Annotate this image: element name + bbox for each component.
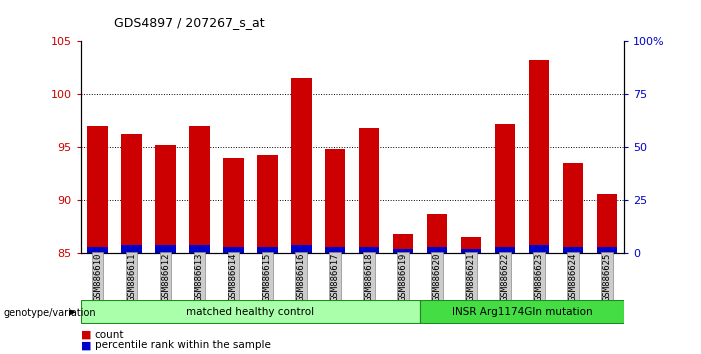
Bar [121, 245, 142, 253]
Bar [495, 124, 515, 253]
Text: ■: ■ [81, 340, 91, 350]
Bar [257, 247, 278, 253]
Bar [291, 78, 311, 253]
Bar [495, 247, 515, 253]
Bar [156, 245, 176, 253]
Text: GSM886617: GSM886617 [331, 253, 340, 302]
Bar [529, 245, 549, 253]
Text: GSM886620: GSM886620 [433, 253, 442, 302]
Bar [359, 247, 379, 253]
Bar [257, 155, 278, 253]
Bar [393, 234, 414, 253]
FancyBboxPatch shape [81, 300, 420, 324]
Text: GSM886611: GSM886611 [127, 253, 136, 302]
Bar [189, 126, 210, 253]
Bar [223, 158, 244, 253]
Bar [156, 145, 176, 253]
Bar [529, 60, 549, 253]
Text: matched healthy control: matched healthy control [186, 307, 315, 317]
Text: GDS4897 / 207267_s_at: GDS4897 / 207267_s_at [114, 16, 264, 29]
Text: GSM886618: GSM886618 [365, 253, 374, 302]
Bar [88, 126, 108, 253]
Bar [427, 214, 447, 253]
Text: GSM886619: GSM886619 [399, 253, 408, 302]
Bar [359, 128, 379, 253]
Text: GSM886612: GSM886612 [161, 253, 170, 302]
Bar [461, 249, 482, 253]
Text: genotype/variation: genotype/variation [4, 308, 96, 318]
Text: GSM886613: GSM886613 [195, 253, 204, 302]
Bar [563, 247, 583, 253]
Bar [597, 247, 617, 253]
Text: GSM886621: GSM886621 [467, 253, 475, 302]
Text: GSM886622: GSM886622 [501, 253, 510, 302]
Bar [325, 247, 346, 253]
Text: GSM886624: GSM886624 [569, 253, 578, 302]
Text: GSM886623: GSM886623 [534, 253, 543, 302]
FancyBboxPatch shape [420, 300, 624, 324]
Bar [223, 247, 244, 253]
Bar [597, 194, 617, 253]
Text: count: count [95, 330, 124, 339]
Bar [121, 134, 142, 253]
Text: GSM886610: GSM886610 [93, 253, 102, 302]
Text: percentile rank within the sample: percentile rank within the sample [95, 340, 271, 350]
Text: INSR Arg1174Gln mutation: INSR Arg1174Gln mutation [451, 307, 592, 317]
Bar [563, 163, 583, 253]
Bar [325, 149, 346, 253]
Bar [88, 247, 108, 253]
Bar [189, 245, 210, 253]
Bar [291, 245, 311, 253]
Text: GSM886616: GSM886616 [297, 253, 306, 302]
Bar [393, 249, 414, 253]
Text: GSM886615: GSM886615 [263, 253, 272, 302]
Text: GSM886614: GSM886614 [229, 253, 238, 302]
Bar [461, 237, 482, 253]
Text: GSM886625: GSM886625 [602, 253, 611, 302]
Bar [427, 247, 447, 253]
Text: ■: ■ [81, 330, 91, 339]
